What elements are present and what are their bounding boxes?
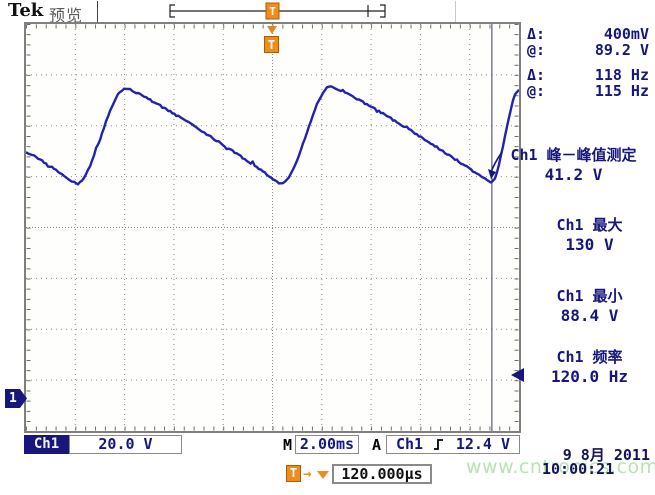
trigger-delay-arrow-icon: → — [303, 466, 312, 482]
measurement-min-value: 88.4 V — [560, 306, 619, 325]
trigger-position-icon[interactable]: T — [264, 36, 279, 53]
waveform-display — [25, 24, 520, 431]
vertical-scale-readout[interactable]: 20.0 V — [69, 435, 182, 454]
header-divider-right — [455, 1, 456, 22]
cursor-at-freq: @: 115 Hz — [527, 83, 649, 99]
cursor-at-freq-label: @: — [527, 82, 546, 100]
waveform-trace-ch1 — [25, 85, 520, 186]
record-view-bracket: T — [169, 2, 386, 20]
graticule: T — [24, 22, 524, 433]
cursor-delta-volts: Δ: 400mV — [527, 26, 649, 42]
measurement-min-title: Ch1 最小 — [556, 287, 623, 305]
channel-1-badge[interactable]: Ch1 — [24, 435, 69, 454]
cursor-at-volts: @: 89.2 V — [527, 42, 649, 58]
record-trigger-icon — [265, 2, 280, 20]
trigger-readout[interactable]: Ch1 12.4 V — [386, 435, 520, 454]
cursor-delta-volts-label: Δ: — [527, 25, 546, 43]
timebase-readout[interactable]: 2.00ms — [295, 435, 359, 454]
trigger-level-value: 12.4 V — [455, 435, 510, 453]
trigger-position-pointer-icon[interactable] — [267, 26, 277, 34]
brand-logo: Tek — [8, 0, 44, 21]
cursor-at-volts-value: 89.2 V — [594, 41, 649, 59]
cursor-at-freq-value: 115 Hz — [594, 82, 649, 100]
cursor-readout-block: Δ: 400mV @: 89.2 V Δ: 118 Hz @: 115 Hz — [527, 26, 649, 99]
time-display: 10:00:21 — [542, 460, 615, 478]
timebase-m-label: M — [283, 436, 293, 454]
measurement-min: Ch1 最小 88.4 V — [524, 287, 655, 325]
header-divider — [97, 1, 98, 22]
rising-edge-slope-icon — [434, 439, 444, 450]
measurement-frequency-value: 120.0 Hz — [550, 367, 629, 386]
measurement-peak-to-peak: Ch1 峰－峰值测定 41.2 V — [492, 146, 655, 184]
measurement-frequency-title: Ch1 频率 — [556, 348, 623, 366]
record-trigger-letter: T — [269, 5, 276, 18]
measurement-pointer-arrow-icon — [488, 151, 503, 179]
trigger-level-arrow-icon[interactable] — [511, 368, 524, 382]
cursor-delta-freq-value: 118 Hz — [594, 66, 649, 84]
measurement-max-value: 130 V — [565, 235, 614, 254]
trigger-source-label: Ch1 — [396, 435, 424, 453]
watermark-text: www.cntronics.com — [466, 456, 655, 478]
cursor-delta-freq: Δ: 118 Hz — [527, 67, 649, 83]
cursor-delta-volts-value: 400mV — [603, 25, 649, 43]
trigger-delay-readout[interactable]: 120.000µs — [332, 464, 432, 484]
measurement-frequency: Ch1 频率 120.0 Hz — [524, 348, 655, 386]
date-display: 9 8月 2011 — [562, 446, 650, 464]
measurement-max: Ch1 最大 130 V — [524, 216, 655, 254]
cursor-at-volts-label: @: — [527, 41, 546, 59]
cursor-delta-freq-label: Δ: — [527, 66, 546, 84]
grid — [26, 24, 519, 431]
measurement-peak-to-peak-value: 41.2 V — [544, 165, 603, 184]
channel-1-ground-marker[interactable]: 1 — [5, 389, 27, 408]
acquisition-mode-label: 预览 — [49, 6, 84, 25]
acquire-a-label: A — [372, 436, 382, 454]
measurement-peak-to-peak-title: Ch1 峰－峰值测定 — [510, 146, 637, 164]
trigger-delay-icon: T — [286, 465, 301, 482]
trigger-delay-pointer-icon — [317, 471, 329, 479]
measurement-max-title: Ch1 最大 — [556, 216, 623, 234]
